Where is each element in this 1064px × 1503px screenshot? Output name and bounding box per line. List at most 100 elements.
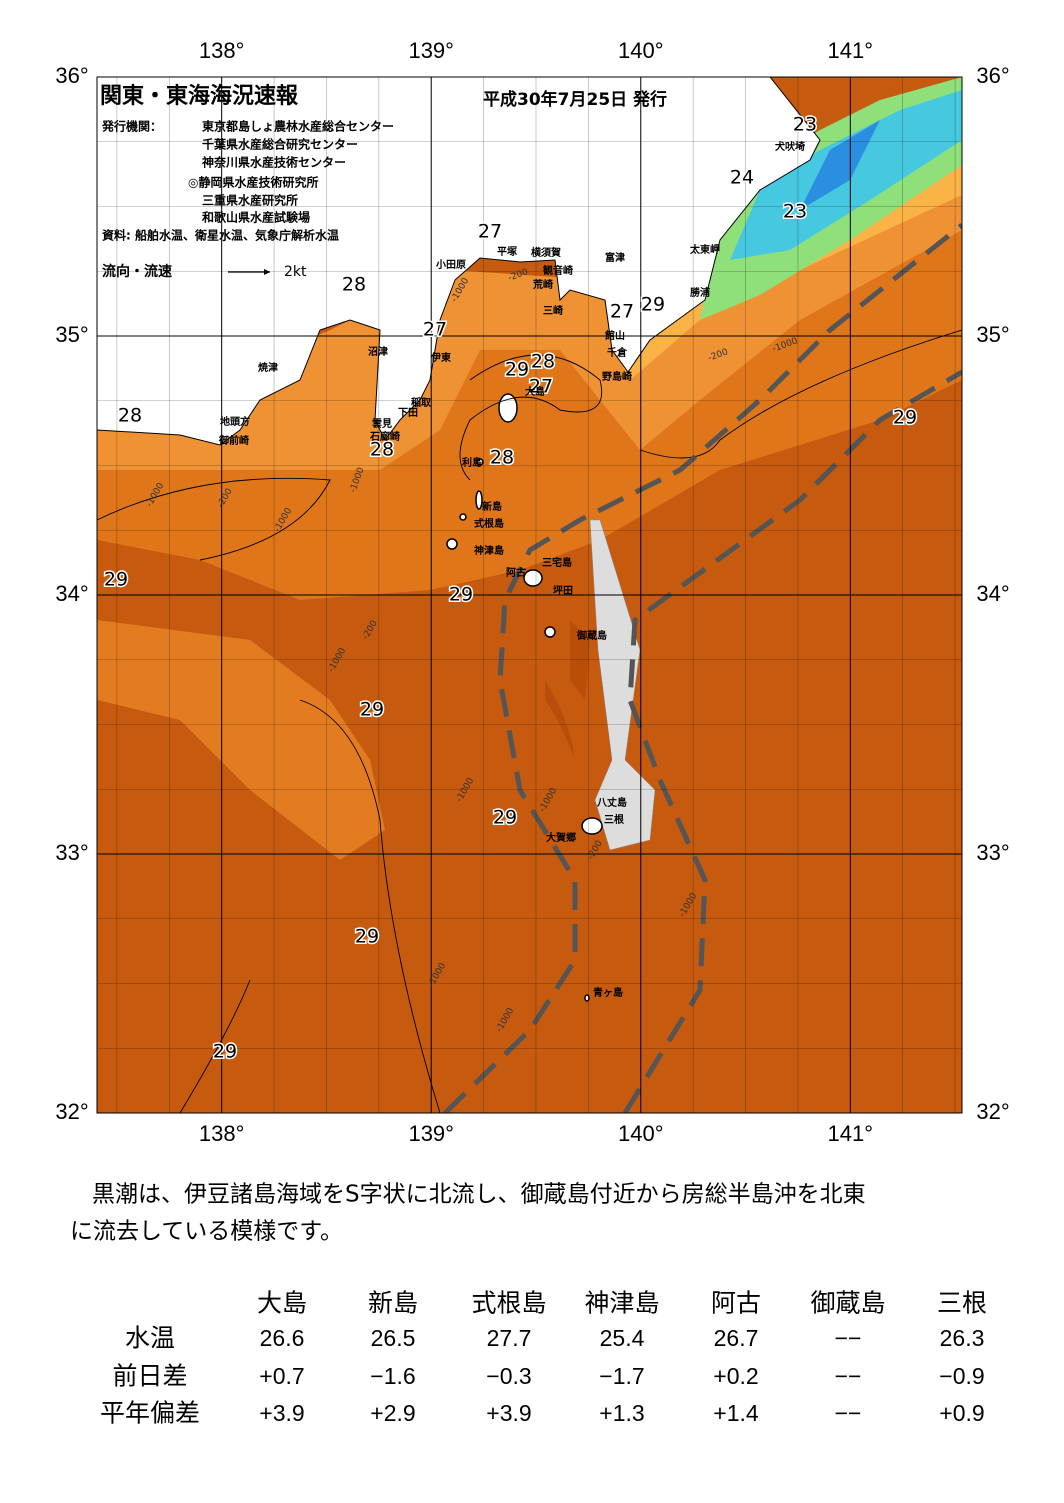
place-name: 三根: [604, 813, 624, 826]
column-header: 新島: [368, 1290, 418, 1318]
cell: +0.2: [713, 1363, 758, 1389]
place-name: 大島: [525, 385, 545, 398]
row-label: 水温: [125, 1325, 175, 1353]
lon-tick-label: 139°: [408, 38, 454, 63]
cell: −0.3: [486, 1363, 531, 1389]
lon-tick-label: 138°: [199, 38, 245, 63]
lon-tick-label: 140°: [618, 38, 664, 63]
island: [459, 513, 467, 521]
lat-tick-label: 35°: [55, 322, 88, 347]
place-name: 地頭方: [220, 415, 250, 428]
island: [476, 458, 484, 466]
place-name: 石廊崎: [369, 430, 400, 443]
cell: −−: [835, 1400, 862, 1426]
temperature-label: 28: [370, 439, 394, 461]
place-name: 坪田: [553, 584, 573, 597]
publisher: 千葉県水産総合研究センター: [202, 137, 358, 152]
place-name: 横須賀: [531, 246, 561, 259]
temperature-label: 29: [104, 569, 128, 591]
summary-line: に流去している模様です。: [70, 1219, 343, 1245]
cell: +0.7: [259, 1363, 304, 1389]
cell: +1.4: [713, 1400, 759, 1426]
island: [523, 569, 543, 587]
column-header: 御蔵島: [810, 1290, 885, 1318]
cell: +3.9: [486, 1400, 531, 1426]
temperature-label: 29: [505, 359, 529, 381]
sources: 資料: 船舶水温、衛星水温、気象庁解析水温: [102, 228, 339, 243]
sea-zone: [97, 620, 385, 860]
lon-tick-label: 138°: [199, 1121, 245, 1146]
place-name: 利島: [462, 456, 482, 469]
lat-tick-label: 36°: [55, 63, 88, 88]
cell: −1.7: [599, 1363, 644, 1389]
lat-tick-label: 32°: [55, 1099, 88, 1124]
lat-tick-label: 34°: [976, 581, 1009, 606]
summary-line: 黒潮は、伊豆諸島海域をS字状に北流し、御蔵島付近から房総半島沖を北東: [92, 1182, 866, 1208]
lat-tick-label: 33°: [976, 840, 1009, 865]
lon-tick-label: 140°: [618, 1121, 664, 1146]
lon-tick-label: 141°: [828, 38, 874, 63]
column-header: 三根: [937, 1290, 987, 1318]
island: [475, 490, 483, 510]
contours: [97, 329, 962, 1113]
publisher-label: 発行機関：: [101, 119, 162, 134]
sea-cold: [800, 120, 880, 210]
legend-label: 流向・流速: [102, 263, 172, 280]
land: [97, 77, 821, 446]
island: [581, 817, 603, 835]
place-name: 三宅島: [542, 556, 572, 569]
place-name: 千倉: [607, 346, 628, 359]
kuroshio-axis: [443, 223, 962, 1113]
temperature-label: 29: [493, 807, 517, 829]
temperature-label: 28: [531, 351, 555, 373]
axes: 138° 138° 139° 139° 140° 140° 141° 141° 32° 32° 33…: [55, 38, 1009, 1146]
place-name: 式根島: [474, 517, 504, 530]
place-name: 阿古: [506, 566, 526, 579]
temperature-label: 29: [641, 294, 665, 316]
lat-tick-label: 33°: [55, 840, 88, 865]
legend-arrowhead: [264, 269, 270, 275]
legend-scale: 2kt: [284, 264, 307, 280]
temperature-label: 29: [355, 926, 379, 948]
contour: [639, 329, 962, 459]
place-name: 館山: [604, 329, 625, 342]
temperature-label: 28: [118, 405, 142, 427]
place-name: 御前崎: [218, 434, 249, 447]
contour: [299, 699, 441, 1113]
cell: 26.6: [260, 1325, 305, 1351]
place-name: 御蔵島: [576, 629, 607, 642]
kuroshio-line: [622, 369, 962, 1113]
place-name: 犬吠埼: [775, 140, 805, 153]
place-name: 観音崎: [543, 264, 573, 277]
place-name: 沼津: [368, 345, 388, 358]
temperature-label: 29: [213, 1041, 237, 1063]
temperature-label: 29: [360, 699, 384, 721]
place-name: 青ヶ島: [593, 986, 623, 999]
place-name: 下田: [398, 407, 418, 419]
column-header: 大島: [257, 1290, 307, 1318]
cell: −0.9: [939, 1363, 984, 1389]
place-name: 平塚: [497, 245, 517, 258]
cell: 26.7: [714, 1325, 759, 1351]
sea-warmest: [545, 620, 590, 760]
column-header: 阿古: [711, 1290, 761, 1318]
cell: 26.3: [940, 1325, 985, 1351]
place-name: 伊東: [430, 351, 451, 364]
map-frame: [96, 76, 963, 1114]
cell: +2.9: [370, 1400, 415, 1426]
lon-tick-label: 141°: [828, 1121, 874, 1146]
row-label: 平年偏差: [100, 1400, 200, 1428]
cell: +1.3: [599, 1400, 644, 1426]
grid: [97, 77, 962, 1113]
temperature-label: 27: [610, 301, 634, 323]
place-name: 八丈島: [596, 796, 627, 809]
cell: +0.9: [939, 1400, 984, 1426]
cell: −−: [835, 1325, 862, 1351]
island: [446, 538, 458, 550]
temperature-label: 23: [793, 114, 817, 136]
place-name: 神津島: [474, 544, 504, 557]
place-name: 富津: [605, 251, 625, 264]
place-name: 野島崎: [602, 370, 632, 383]
place-name: 雲見: [372, 418, 392, 430]
